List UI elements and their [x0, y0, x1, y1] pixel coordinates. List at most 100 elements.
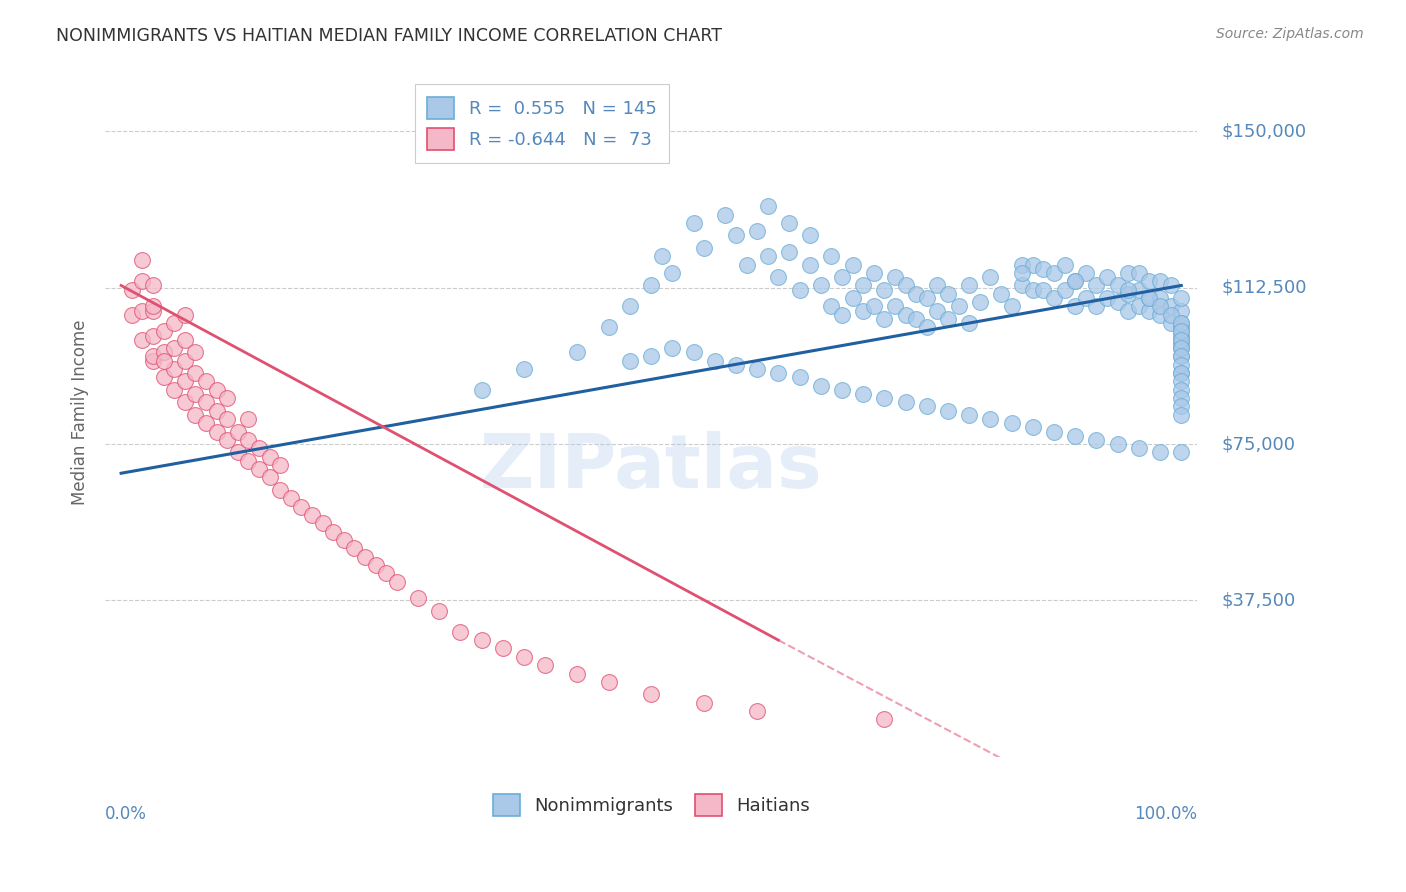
Point [1011, 266, 1033, 280]
Point [1043, 291, 1066, 305]
Point [682, 216, 704, 230]
Point [1064, 428, 1087, 442]
Point [1053, 258, 1076, 272]
Point [747, 362, 769, 376]
Point [226, 425, 249, 439]
Point [280, 491, 302, 506]
Point [619, 353, 641, 368]
Point [565, 345, 588, 359]
Point [565, 666, 588, 681]
Point [799, 228, 821, 243]
Point [1085, 299, 1108, 313]
Point [862, 299, 884, 313]
Point [1170, 333, 1192, 347]
Point [1170, 375, 1192, 389]
Point [799, 258, 821, 272]
Point [873, 311, 896, 326]
Point [1170, 303, 1192, 318]
Point [173, 333, 195, 347]
Point [238, 433, 260, 447]
Point [693, 241, 716, 255]
Point [852, 387, 875, 401]
Point [163, 316, 186, 330]
Point [1064, 274, 1087, 288]
Point [1095, 270, 1118, 285]
Point [1032, 283, 1054, 297]
Point [1160, 278, 1182, 293]
Point [121, 283, 143, 297]
Point [247, 462, 270, 476]
Point [1149, 291, 1171, 305]
Point [1170, 316, 1192, 330]
Point [1139, 291, 1161, 305]
Point [640, 278, 662, 293]
Point [1022, 258, 1045, 272]
Point [1149, 299, 1171, 313]
Text: NONIMMIGRANTS VS HAITIAN MEDIAN FAMILY INCOME CORRELATION CHART: NONIMMIGRANTS VS HAITIAN MEDIAN FAMILY I… [56, 27, 723, 45]
Point [756, 199, 779, 213]
Point [194, 416, 217, 430]
Point [205, 403, 228, 417]
Point [894, 308, 917, 322]
Point [449, 624, 471, 639]
Point [873, 283, 896, 297]
Point [724, 358, 747, 372]
Point [184, 387, 207, 401]
Point [1064, 274, 1087, 288]
Point [693, 696, 716, 710]
Point [969, 295, 991, 310]
Point [1128, 283, 1150, 297]
Point [894, 278, 917, 293]
Text: $112,500: $112,500 [1222, 278, 1306, 296]
Point [1001, 416, 1024, 430]
Point [1128, 299, 1150, 313]
Point [640, 350, 662, 364]
Point [778, 245, 800, 260]
Point [1170, 320, 1192, 334]
Point [884, 299, 907, 313]
Point [1107, 295, 1129, 310]
Point [173, 375, 195, 389]
Point [184, 408, 207, 422]
Point [1149, 445, 1171, 459]
Text: ZIPatlas: ZIPatlas [479, 432, 823, 504]
Point [259, 470, 281, 484]
Text: $37,500: $37,500 [1222, 591, 1295, 609]
Point [1170, 391, 1192, 405]
Point [1170, 337, 1192, 351]
Point [471, 383, 494, 397]
Point [598, 320, 620, 334]
Point [173, 395, 195, 409]
Point [979, 270, 1001, 285]
Point [217, 391, 239, 405]
Point [142, 303, 165, 318]
Point [884, 270, 907, 285]
Point [714, 208, 737, 222]
Point [957, 278, 980, 293]
Point [152, 370, 174, 384]
Point [1170, 341, 1192, 355]
Point [852, 303, 875, 318]
Point [1149, 274, 1171, 288]
Point [343, 541, 366, 556]
Point [1022, 420, 1045, 434]
Point [1160, 316, 1182, 330]
Point [1170, 324, 1192, 338]
Point [756, 249, 779, 263]
Point [661, 341, 683, 355]
Point [1053, 283, 1076, 297]
Point [1074, 291, 1097, 305]
Point [1170, 408, 1192, 422]
Point [810, 278, 832, 293]
Point [142, 350, 165, 364]
Point [332, 533, 354, 547]
Point [322, 524, 344, 539]
Point [915, 400, 938, 414]
Point [873, 713, 896, 727]
Point [406, 591, 429, 606]
Point [640, 687, 662, 701]
Point [1170, 400, 1192, 414]
Point [1107, 437, 1129, 451]
Point [131, 274, 153, 288]
Point [269, 458, 291, 472]
